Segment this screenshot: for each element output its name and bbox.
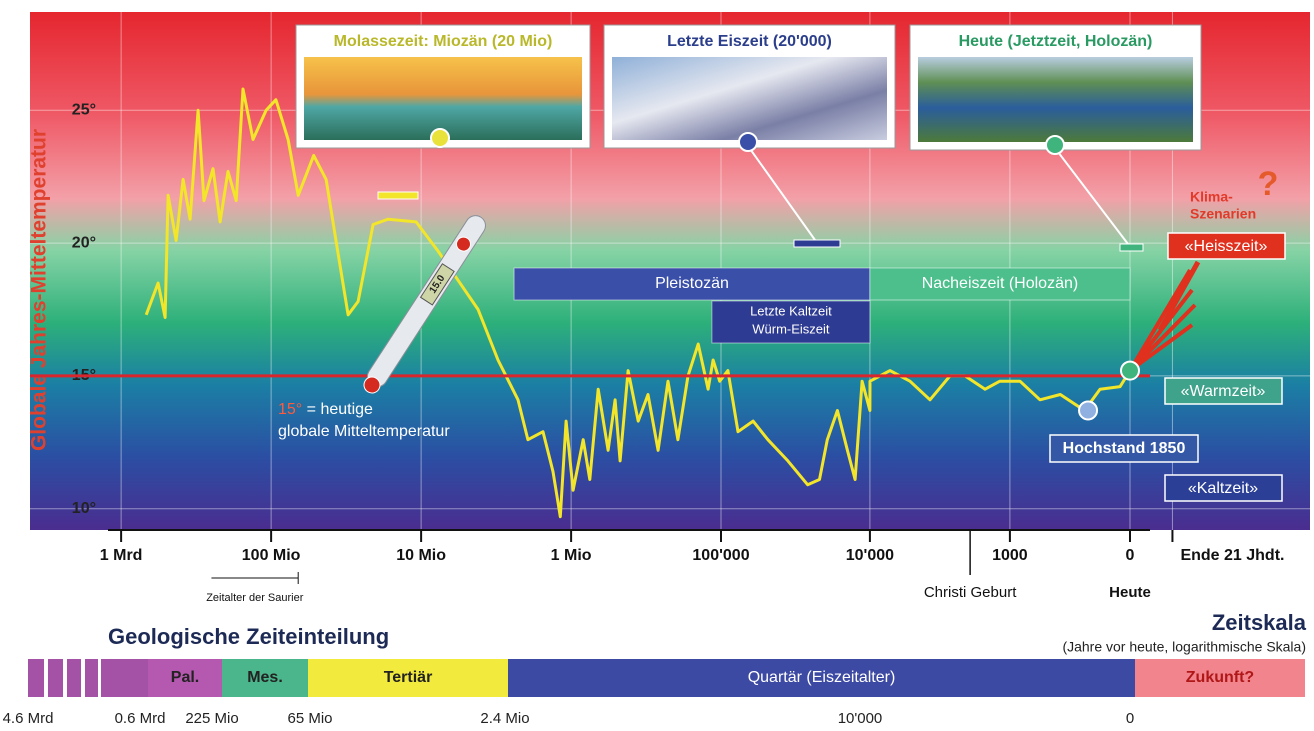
era-marker: [794, 240, 840, 247]
timescale-block: [85, 659, 98, 697]
timescale-segment-label: Zukunft?: [1186, 669, 1254, 686]
y-tick-label: 20°: [72, 234, 96, 251]
picture-dot: [739, 133, 757, 151]
picture-image: [918, 57, 1193, 142]
picture-image: [612, 57, 887, 140]
x-tick-label: 100'000: [692, 547, 749, 564]
zone-label: «Warmzeit»: [1181, 383, 1266, 400]
zone-label: «Heisszeit»: [1185, 238, 1268, 255]
timescale-boundary: 4.6 Mrd: [3, 710, 54, 727]
scenario-title: Szenarien: [1190, 206, 1256, 222]
x-tick-label: 100 Mio: [242, 547, 301, 564]
y-tick-label: 25°: [72, 102, 96, 119]
timescale-early: [28, 659, 148, 697]
picture-dot: [1046, 136, 1064, 154]
chart: Globale Jahres-Mitteltemperatur Geologis…: [0, 0, 1314, 731]
timescale-boundary: 0: [1126, 710, 1134, 727]
era-span-label: Zeitalter der Saurier: [206, 592, 304, 604]
timescale-title: Geologische Zeiteinteilung: [108, 624, 389, 649]
timescale-boundary: 225 Mio: [185, 710, 238, 727]
period-label: Nacheiszeit (Holozän): [922, 275, 1079, 292]
timescale-segment-label: Quartär (Eiszeitalter): [748, 669, 896, 686]
timescale-scale-note: (Jahre vor heute, logarithmische Skala): [1062, 639, 1306, 655]
period-label: Würm-Eiszeit: [752, 321, 830, 336]
timescale-segment-label: Mes.: [247, 669, 283, 686]
timescale-block: [28, 659, 44, 697]
x-tick-label: 10 Mio: [396, 547, 446, 564]
hochstand-label: Hochstand 1850: [1063, 440, 1186, 457]
x-annotation-label: Heute: [1109, 584, 1151, 601]
timescale-block: [67, 659, 81, 697]
x-tick-label: 10'000: [846, 547, 894, 564]
x-annotation-label: Christi Geburt: [924, 584, 1017, 601]
timescale-segment-label: Tertiär: [384, 669, 433, 686]
timescale-boundary: 65 Mio: [287, 710, 332, 727]
reference-label: globale Mitteltemperatur: [278, 423, 450, 440]
x-tick-label: 1 Mio: [551, 547, 592, 564]
today-dot: [1121, 362, 1139, 380]
era-marker: [1120, 244, 1143, 251]
x-tick-label: 1000: [992, 547, 1028, 564]
picture-caption: Heute (Jetztzeit, Holozän): [959, 33, 1153, 50]
timescale-boundary: 10'000: [838, 710, 883, 727]
picture-caption: Molassezeit: Miozän (20 Mio): [334, 33, 553, 50]
scenario-title: Klima-: [1190, 189, 1233, 205]
hochstand-dot: [1079, 401, 1097, 419]
zone-label: «Kaltzeit»: [1188, 480, 1258, 497]
timescale-block: [101, 659, 148, 697]
reference-label-part: = heutige: [302, 401, 373, 418]
scenario-mark: ?: [1258, 165, 1279, 203]
timescale-block: [48, 659, 63, 697]
reference-label-part: 15°: [278, 401, 302, 418]
timescale-boundary: 2.4 Mio: [480, 710, 529, 727]
x-tick-label: 0: [1126, 547, 1135, 564]
picture-dot: [431, 129, 449, 147]
period-label: Pleistozän: [655, 275, 729, 292]
timescale-scale-title: Zeitskala: [1212, 610, 1307, 635]
x-tick-label: Ende 21 Jhdt.: [1180, 547, 1284, 564]
reference-label: 15° = heutige: [278, 401, 373, 418]
timescale-segment-label: Pal.: [171, 669, 199, 686]
picture-caption: Letzte Eiszeit (20'000): [667, 33, 832, 50]
era-marker: [378, 192, 418, 199]
y-tick-label: 10°: [72, 500, 96, 517]
timescale-boundary: 0.6 Mrd: [115, 710, 166, 727]
y-axis-label: Globale Jahres-Mitteltemperatur: [28, 129, 51, 451]
picture-image: [304, 57, 582, 140]
x-tick-label: 1 Mrd: [100, 547, 143, 564]
period-label: Letzte Kaltzeit: [750, 303, 832, 318]
